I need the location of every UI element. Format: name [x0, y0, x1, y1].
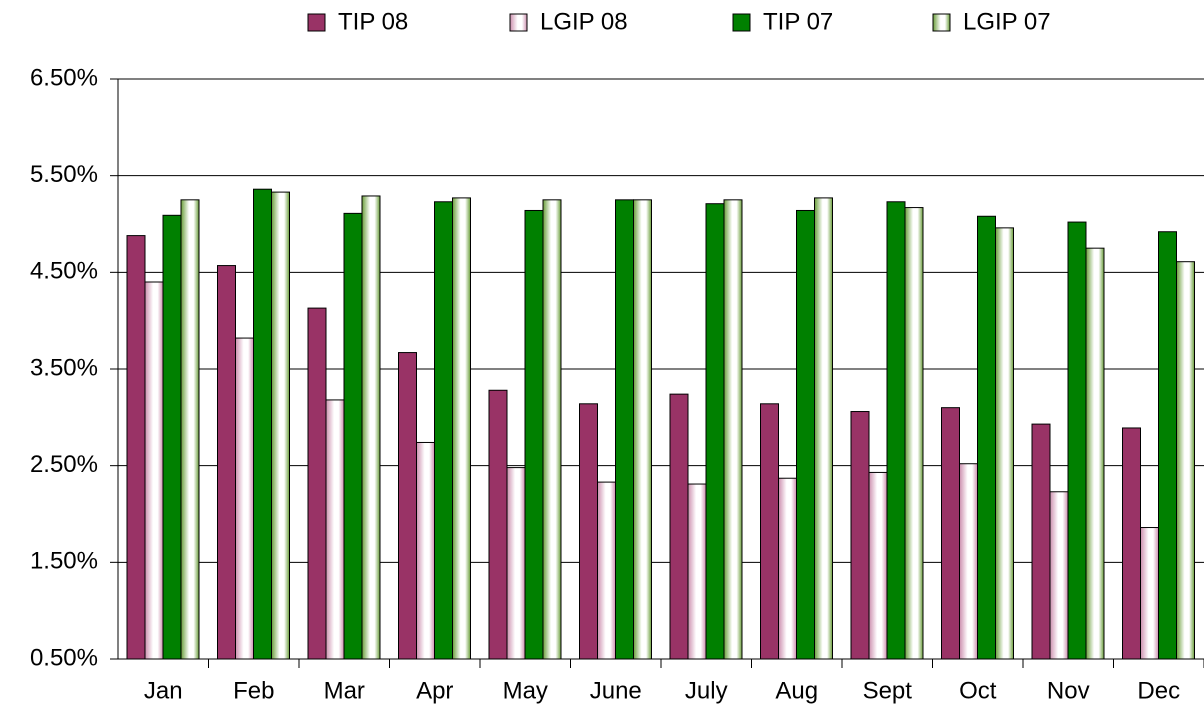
- bar: [524, 209, 544, 660]
- bar: [959, 463, 978, 660]
- bar: [488, 389, 508, 660]
- x-tick-label: Oct: [959, 677, 997, 704]
- y-tick-label: 6.50%: [30, 64, 98, 91]
- bar: [1085, 247, 1105, 660]
- legend-label: TIP 08: [338, 8, 408, 35]
- x-tick-label: Mar: [324, 677, 365, 704]
- bar: [1031, 423, 1051, 660]
- bar: [144, 281, 164, 660]
- bar: [1049, 491, 1069, 660]
- bar: [1140, 527, 1159, 660]
- bar: [941, 407, 960, 660]
- y-tick-label: 4.50%: [30, 258, 98, 285]
- bar: [180, 199, 200, 660]
- x-tick-label: Apr: [416, 677, 453, 704]
- bar: [687, 483, 707, 660]
- bar: [723, 199, 743, 660]
- bar: [1158, 231, 1177, 660]
- bar: [977, 215, 996, 660]
- y-tick-label: 2.50%: [30, 451, 98, 478]
- x-tick-label: Dec: [1137, 677, 1180, 704]
- bar: [760, 403, 779, 660]
- legend-swatch: [932, 13, 951, 32]
- legend-swatch: [732, 13, 751, 32]
- bar: [615, 199, 634, 660]
- bar: [506, 467, 526, 660]
- bar: [1067, 221, 1087, 660]
- bar: [253, 188, 272, 660]
- bar: [416, 441, 435, 660]
- bar: [162, 214, 182, 660]
- bar: [542, 199, 562, 660]
- y-tick-label: 0.50%: [30, 644, 98, 671]
- legend-swatch: [509, 13, 528, 32]
- bar: [597, 481, 616, 660]
- bar: [126, 235, 146, 660]
- bar: [995, 227, 1014, 660]
- bar: [579, 403, 598, 660]
- bar: [904, 207, 924, 660]
- bar: [361, 195, 381, 660]
- legend-swatch: [307, 13, 326, 32]
- bar: [850, 411, 870, 660]
- legend-label: TIP 07: [763, 8, 833, 35]
- bar: [814, 197, 833, 660]
- bar: [778, 477, 797, 660]
- bar: [886, 201, 906, 660]
- bar: [398, 352, 417, 660]
- x-tick-label: June: [590, 677, 642, 704]
- y-tick-label: 3.50%: [30, 354, 98, 381]
- bar: [307, 307, 327, 660]
- bar: [796, 209, 815, 660]
- bar: [705, 203, 725, 660]
- y-tick-label: 5.50%: [30, 161, 98, 188]
- legend-label: LGIP 07: [963, 8, 1051, 35]
- x-tick-label: Aug: [775, 677, 818, 704]
- x-tick-label: July: [685, 677, 728, 704]
- bar: [669, 393, 689, 660]
- x-tick-label: Feb: [233, 677, 274, 704]
- bar: [235, 337, 254, 660]
- bar: [325, 399, 345, 660]
- x-tick-label: Sept: [863, 677, 913, 704]
- y-tick-label: 1.50%: [30, 548, 98, 575]
- bar: [1122, 427, 1141, 660]
- bar: [452, 197, 471, 660]
- bar: [868, 471, 888, 660]
- bar: [217, 265, 236, 660]
- bar: [434, 201, 453, 660]
- x-tick-label: Jan: [144, 677, 183, 704]
- x-tick-label: Nov: [1047, 677, 1090, 704]
- bar: [271, 191, 290, 660]
- bar: [633, 199, 652, 660]
- legend-label: LGIP 08: [540, 8, 628, 35]
- bar: [343, 212, 363, 660]
- x-tick-label: May: [503, 677, 548, 704]
- bar: [1176, 261, 1195, 660]
